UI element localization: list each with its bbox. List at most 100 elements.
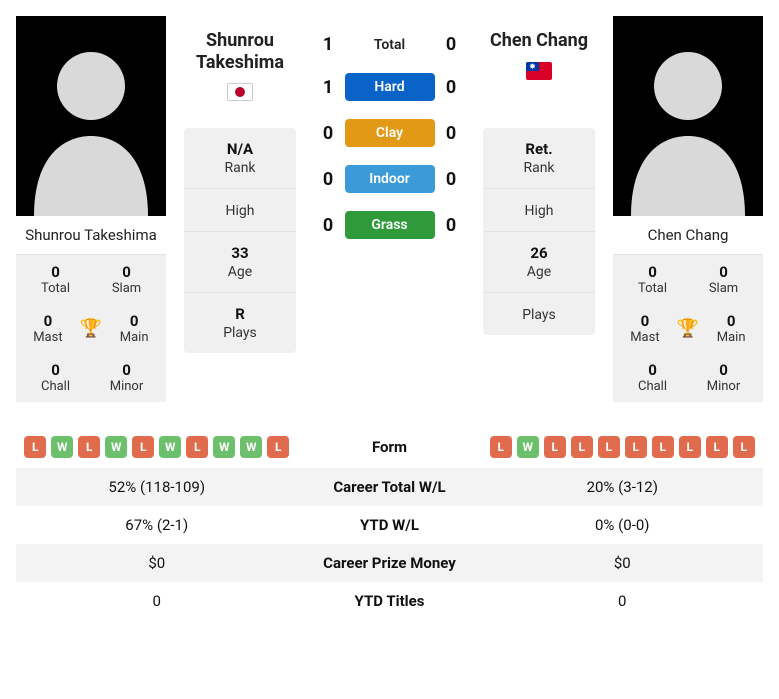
compare-row: 52% (118-109)Career Total W/L20% (3-12) — [16, 468, 763, 506]
player2-name-header: Chen Chang — [490, 30, 588, 52]
player1-header: Shunrou Takeshima — [184, 16, 296, 116]
player2-card: Chen Chang 0Total 0Slam 0Mast 🏆 0Main 0C… — [613, 16, 763, 402]
surface-grass-pill[interactable]: Grass — [345, 211, 435, 239]
form-badge[interactable]: L — [652, 436, 674, 458]
h2h-p1-count: 1 — [314, 34, 342, 55]
form-badge[interactable]: W — [159, 436, 181, 458]
form-badge[interactable]: L — [571, 436, 593, 458]
player1-photo — [16, 16, 166, 216]
form-badge[interactable]: W — [240, 436, 262, 458]
compare-left: 0 — [24, 592, 290, 610]
h2h-row: 1Total0 — [314, 34, 465, 55]
trophy-icon: 🏆 — [80, 318, 102, 339]
title-minor: 0Minor — [688, 361, 759, 394]
form-badge[interactable]: L — [706, 436, 728, 458]
compare-left: 52% (118-109) — [24, 478, 290, 496]
h2h-p2-count: 0 — [437, 123, 465, 144]
form-badge[interactable]: L — [186, 436, 208, 458]
h2h-p1-count: 1 — [314, 77, 342, 98]
title-chall: 0Chall — [617, 361, 688, 394]
top-section: Shunrou Takeshima 0Total 0Slam 0Mast 🏆 0… — [16, 16, 763, 402]
form-badge[interactable]: L — [132, 436, 154, 458]
form-badge[interactable]: L — [24, 436, 46, 458]
form-badge[interactable]: L — [490, 436, 512, 458]
form-badge[interactable]: L — [679, 436, 701, 458]
player1-info: Shunrou Takeshima N/ARank High 33Age RPl… — [184, 16, 296, 402]
avatar-icon — [613, 16, 763, 216]
surface-clay-pill[interactable]: Clay — [345, 119, 435, 147]
h2h-p2-count: 0 — [437, 169, 465, 190]
compare-row: 67% (2-1)YTD W/L0% (0-0) — [16, 506, 763, 544]
head-to-head: 1Total01Hard00Clay00Indoor00Grass0 — [314, 16, 465, 402]
form-badge[interactable]: L — [267, 436, 289, 458]
surface-indoor-pill[interactable]: Indoor — [345, 165, 435, 193]
player2-info: Chen Chang Ret.Rank High 26Age Plays — [483, 16, 595, 402]
compare-right: 20% (3-12) — [490, 478, 756, 496]
compare-right: $0 — [490, 554, 756, 572]
player2-photo — [613, 16, 763, 216]
avatar-icon — [16, 16, 166, 216]
compare-right: 0 — [490, 592, 756, 610]
player1-name[interactable]: Shunrou Takeshima — [16, 216, 166, 254]
compare-row-form: LWLWLWLWWLFormLWLLLLLLLL — [16, 426, 763, 468]
compare-label: YTD W/L — [290, 516, 490, 534]
form-badge[interactable]: W — [105, 436, 127, 458]
compare-row: $0Career Prize Money$0 — [16, 544, 763, 582]
h2h-row: 0Clay0 — [314, 119, 465, 147]
h2h-total-label: Total — [345, 37, 435, 53]
h2h-p2-count: 0 — [437, 34, 465, 55]
surface-hard-pill[interactable]: Hard — [345, 73, 435, 101]
player2-plays: Plays — [483, 293, 595, 335]
title-main: 0Main — [106, 312, 162, 345]
player1-high: High — [184, 189, 296, 232]
form-badge[interactable]: W — [213, 436, 235, 458]
title-main: 0Main — [703, 312, 759, 345]
player1-age: 33Age — [184, 232, 296, 293]
compare-label: YTD Titles — [290, 592, 490, 610]
h2h-row: 0Grass0 — [314, 211, 465, 239]
title-total: 0Total — [20, 263, 91, 296]
h2h-row: 1Hard0 — [314, 73, 465, 101]
p1-form-badges: LWLWLWLWWL — [24, 436, 290, 458]
title-minor: 0Minor — [91, 361, 162, 394]
player1-plays: RPlays — [184, 293, 296, 353]
compare-label: Form — [290, 438, 490, 456]
h2h-p1-count: 0 — [314, 215, 342, 236]
p2-form-badges: LWLLLLLLLL — [490, 436, 756, 458]
flag-taiwan-icon — [526, 62, 552, 80]
form-badge[interactable]: W — [517, 436, 539, 458]
form-badge[interactable]: W — [51, 436, 73, 458]
h2h-p1-count: 0 — [314, 123, 342, 144]
h2h-p2-count: 0 — [437, 215, 465, 236]
player1-name-header: Shunrou Takeshima — [184, 30, 296, 73]
compare-left: LWLWLWLWWL — [24, 436, 290, 458]
player2-titles: 0Total 0Slam 0Mast 🏆 0Main 0Chall 0Minor — [613, 254, 763, 402]
title-mast: 0Mast — [20, 312, 76, 345]
form-badge[interactable]: L — [733, 436, 755, 458]
player2-rank: Ret.Rank — [483, 128, 595, 189]
compare-table: LWLWLWLWWLFormLWLLLLLLLL52% (118-109)Car… — [16, 426, 763, 620]
compare-right: LWLLLLLLLL — [490, 436, 756, 458]
title-mast: 0Mast — [617, 312, 673, 345]
player1-card: Shunrou Takeshima 0Total 0Slam 0Mast 🏆 0… — [16, 16, 166, 402]
player1-rank: N/ARank — [184, 128, 296, 189]
flag-japan-icon — [227, 83, 253, 101]
form-badge[interactable]: L — [78, 436, 100, 458]
title-chall: 0Chall — [20, 361, 91, 394]
compare-row: 0YTD Titles0 — [16, 582, 763, 620]
title-slam: 0Slam — [91, 263, 162, 296]
form-badge[interactable]: L — [625, 436, 647, 458]
player2-name[interactable]: Chen Chang — [613, 216, 763, 254]
trophy-icon: 🏆 — [677, 318, 699, 339]
h2h-p2-count: 0 — [437, 77, 465, 98]
compare-label: Career Prize Money — [290, 554, 490, 572]
compare-right: 0% (0-0) — [490, 516, 756, 534]
compare-label: Career Total W/L — [290, 478, 490, 496]
compare-left: $0 — [24, 554, 290, 572]
form-badge[interactable]: L — [544, 436, 566, 458]
h2h-row: 0Indoor0 — [314, 165, 465, 193]
h2h-p1-count: 0 — [314, 169, 342, 190]
player2-header: Chen Chang — [483, 16, 595, 116]
form-badge[interactable]: L — [598, 436, 620, 458]
player2-age: 26Age — [483, 232, 595, 293]
